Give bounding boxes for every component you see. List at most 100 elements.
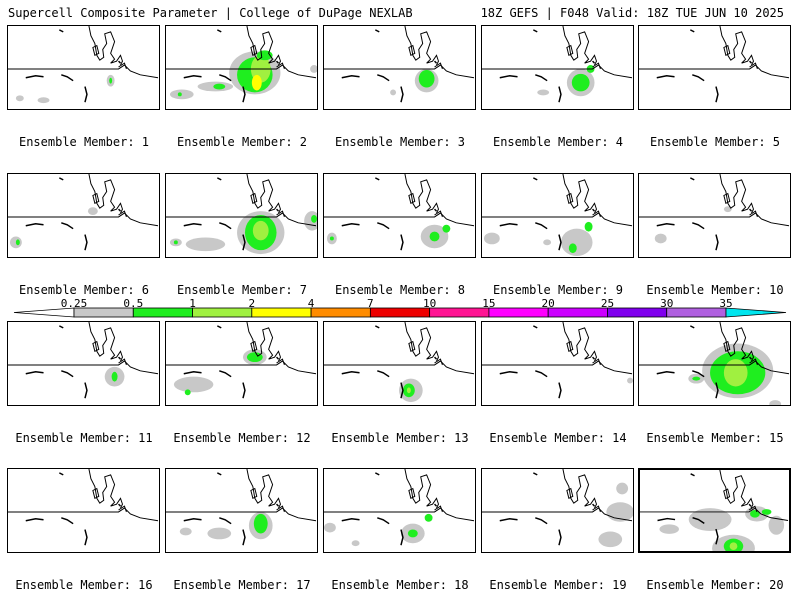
scp-contour-green: [177, 92, 182, 97]
scp-contour-green: [692, 376, 701, 381]
scp-contour-yellow: [251, 74, 262, 91]
scp-map-7: [166, 174, 317, 255]
scp-contour-low: [15, 95, 24, 102]
ensemble-panel-15: [638, 321, 791, 406]
geography-outline: [8, 322, 159, 399]
scp-contour-low: [390, 89, 397, 96]
header-title: Supercell Composite Parameter | College …: [8, 6, 413, 20]
scp-contour-green: [213, 83, 226, 90]
geography-outline: [166, 469, 317, 546]
colorbar-tick-label: 7: [367, 297, 374, 310]
panel-label-9: Ensemble Member: 9: [492, 283, 624, 297]
scp-contour-low: [351, 540, 360, 547]
scp-contour-green: [173, 240, 178, 245]
scp-contour-green: [311, 215, 317, 223]
geography-outline: [166, 26, 317, 103]
panel-label-15: Ensemble Member: 15: [646, 431, 784, 445]
scp-contour-green: [761, 509, 772, 515]
scp-contour-low: [324, 522, 336, 533]
panel-label-12: Ensemble Member: 12: [173, 431, 311, 445]
scp-contour-lightgreen: [406, 387, 411, 394]
geography-outline: [482, 174, 633, 251]
scp-contour-low: [37, 97, 50, 104]
scp-contour-low: [483, 232, 500, 245]
panel-label-17: Ensemble Member: 17: [173, 578, 311, 592]
ensemble-panel-14: [481, 321, 634, 406]
scp-map-2: [166, 26, 317, 103]
scp-map-10: [639, 174, 790, 251]
scp-contours: [659, 506, 785, 551]
panel-label-16: Ensemble Member: 16: [15, 578, 153, 592]
scp-contours: [654, 206, 732, 244]
panel-label-18: Ensemble Member: 18: [331, 578, 469, 592]
scp-contour-low: [723, 206, 732, 213]
scp-contours: [390, 68, 439, 96]
scp-contour-low: [654, 233, 667, 244]
ensemble-panel-8: [323, 173, 476, 258]
scp-map-18: [324, 469, 475, 547]
colorbar-tick-label: 0.25: [60, 297, 88, 310]
colorbar-tick-label: 0.5: [123, 297, 144, 310]
scp-contour-green: [568, 243, 577, 254]
scp-contour-green: [429, 231, 440, 242]
scp-contours: [169, 211, 317, 255]
panel-label-7: Ensemble Member: 7: [176, 283, 308, 297]
scp-map-8: [324, 174, 475, 251]
ensemble-panel-16: [7, 468, 160, 553]
scp-contour-green: [418, 69, 435, 88]
scp-map-1: [8, 26, 159, 104]
panel-label-1: Ensemble Member: 1: [18, 135, 150, 149]
panel-label-5: Ensemble Member: 5: [649, 135, 781, 149]
ensemble-panel-12: [165, 321, 318, 406]
scp-contour-green: [15, 239, 20, 246]
colorbar-tick-label: 10: [423, 297, 437, 310]
scp-map-9: [482, 174, 633, 257]
scp-contours: [627, 377, 633, 384]
geography-outline: [639, 26, 790, 103]
scp-map-12: [166, 322, 317, 399]
header-valid-time: 18Z GEFS | F048 Valid: 18Z TUE JUN 10 20…: [480, 6, 784, 20]
ensemble-panel-11: [7, 321, 160, 406]
colorbar-segment: [192, 307, 253, 318]
colorbar-tick-label: 15: [482, 297, 496, 310]
scp-contour-green: [111, 371, 118, 382]
ensemble-panel-9: [481, 173, 634, 258]
geography-outline: [166, 322, 317, 399]
colorbar-tick-label: 20: [541, 297, 555, 310]
scp-map-5: [639, 26, 790, 103]
scp-map-20: [640, 470, 789, 551]
panel-label-13: Ensemble Member: 13: [331, 431, 469, 445]
colorbar-segment: [666, 307, 727, 318]
colorbar-segment: [547, 307, 608, 318]
geography-outline: [324, 469, 475, 546]
scp-contour-green: [424, 513, 433, 522]
ensemble-panel-20: [638, 468, 791, 553]
scp-contour-lightgreen: [729, 542, 738, 551]
colorbar-tick-label: 30: [660, 297, 674, 310]
panel-label-8: Ensemble Member: 8: [334, 283, 466, 297]
scp-contour-low: [768, 515, 785, 535]
scp-contours: [537, 65, 595, 97]
scp-contours: [483, 221, 593, 257]
scp-map-13: [324, 322, 475, 403]
geography-outline: [482, 322, 633, 399]
ensemble-panel-17: [165, 468, 318, 553]
geography-outline: [8, 469, 159, 546]
scp-contours: [179, 511, 273, 540]
geography-outline: [324, 322, 475, 399]
panel-label-19: Ensemble Member: 19: [489, 578, 627, 592]
scp-contours: [688, 343, 782, 405]
colorbar-segment: [310, 307, 371, 318]
panel-label-6: Ensemble Member: 6: [18, 283, 150, 297]
color-scale-svg: [13, 307, 787, 318]
panel-label-4: Ensemble Member: 4: [492, 135, 624, 149]
panel-label-2: Ensemble Member: 2: [176, 135, 308, 149]
scp-contour-low: [537, 89, 550, 96]
colorbar-tick-label: 25: [600, 297, 615, 310]
scp-contour-lightgreen: [252, 220, 269, 241]
scp-contours: [326, 224, 451, 249]
geography-outline: [639, 322, 790, 399]
scp-contour-green: [584, 221, 593, 232]
scp-map-4: [482, 26, 633, 103]
scp-contour-green: [184, 389, 191, 396]
